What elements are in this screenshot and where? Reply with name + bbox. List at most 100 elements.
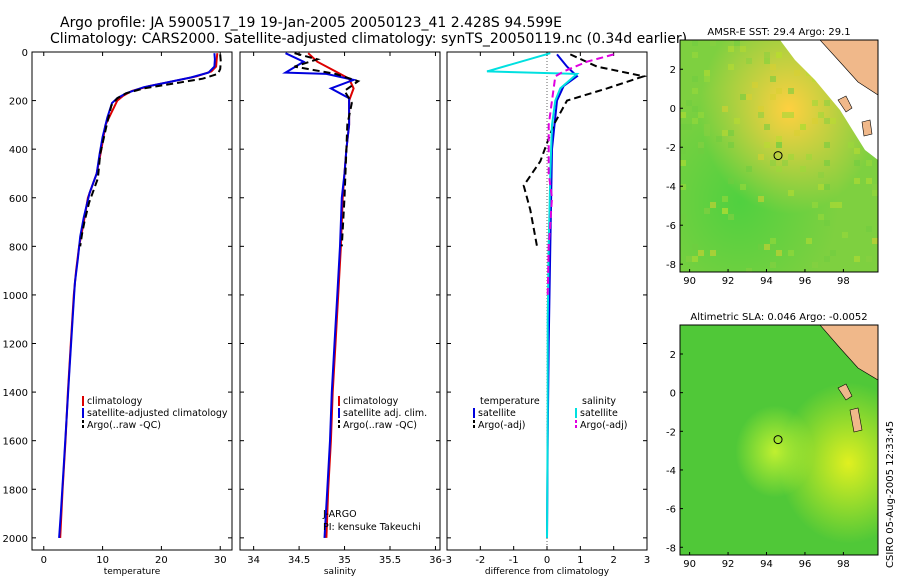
sst-map-cell bbox=[770, 76, 776, 82]
salinity-xtick-label: 34.5 bbox=[288, 555, 310, 566]
sst-map-cell bbox=[854, 178, 860, 184]
temperature-axes-frame bbox=[31, 51, 233, 551]
difference-xtick-label: 2 bbox=[610, 555, 616, 566]
temperature-ytick-label: 2000 bbox=[3, 534, 28, 545]
temperature-panel: 0 10 20 30 0 200 400 600 800 1000 1200 1400 1600 1800… bbox=[3, 48, 233, 577]
sst-map-cell bbox=[764, 124, 770, 130]
temperature-ytick-label: 400 bbox=[9, 145, 28, 156]
sst-map-cell bbox=[812, 118, 818, 124]
sst-map-cell bbox=[752, 82, 758, 88]
sst-map-cell bbox=[836, 202, 842, 208]
sst-map-cell bbox=[758, 106, 764, 112]
sst-map-cell bbox=[722, 196, 728, 202]
figure-title-line1: Argo profile: JA 5900517_19 19-Jan-2005 … bbox=[60, 15, 562, 31]
sst-map-cell bbox=[824, 118, 830, 124]
sla_map-ytick-label: 0 bbox=[670, 389, 676, 400]
sst-map-cell bbox=[800, 124, 806, 130]
sst-map-cell bbox=[686, 124, 692, 130]
sst-map-cell bbox=[824, 142, 830, 148]
sst-map-cell bbox=[704, 124, 710, 130]
sst-map-cell bbox=[758, 196, 764, 202]
sst-map-cell bbox=[692, 256, 698, 262]
temperature-ytick-label: 1400 bbox=[3, 388, 28, 399]
sst-map-cell bbox=[746, 58, 752, 64]
sst-map-cell bbox=[728, 46, 734, 52]
sst-map-cell bbox=[854, 148, 860, 154]
sst-map-cell bbox=[824, 100, 830, 106]
temperature-xlabel: temperature bbox=[104, 567, 161, 577]
sst-map-cell bbox=[776, 136, 782, 142]
sst-map-cell bbox=[812, 262, 818, 268]
sst_map-ytick-label: 0 bbox=[670, 104, 676, 115]
sst_map-xtick-label: 96 bbox=[799, 276, 812, 287]
sst-map-cell bbox=[764, 58, 770, 64]
sst_map-ytick-label: -8 bbox=[666, 260, 676, 271]
difference-xlabel: difference from climatology bbox=[485, 567, 610, 577]
sst-map-cell bbox=[830, 202, 836, 208]
sst-map-cell bbox=[692, 118, 698, 124]
sst-map-cell bbox=[692, 88, 698, 94]
sst-map-cell bbox=[698, 250, 704, 256]
difference-xtick-label: -1 bbox=[509, 555, 519, 566]
temperature-series-argo-raw-qc- bbox=[79, 54, 222, 247]
sst-map-cell bbox=[704, 76, 710, 82]
legend-diff-sal-satellite-label: satellite bbox=[580, 408, 618, 419]
legend-satellite-label: satellite-adjusted climatology bbox=[87, 408, 228, 419]
temperature-xtick-label: 30 bbox=[214, 555, 227, 566]
sla_map-ytick-label: -8 bbox=[666, 543, 676, 554]
sst-map-cell bbox=[806, 238, 812, 244]
sst-map-cell bbox=[680, 220, 686, 226]
sst-map-cell bbox=[728, 214, 734, 220]
legend-diff-sal-argo-label: Argo(-adj) bbox=[580, 420, 627, 431]
legend-diff-temp-argo-label: Argo(-adj) bbox=[478, 420, 525, 431]
sst-map-cell bbox=[776, 166, 782, 172]
temperature-xtick-label: 0 bbox=[41, 555, 47, 566]
sst-map-cell bbox=[782, 112, 788, 118]
difference-xtick-label: 1 bbox=[577, 555, 583, 566]
temperature-ytick-label: 1000 bbox=[3, 291, 28, 302]
sst-map-cell bbox=[728, 130, 734, 136]
sst-map-cell bbox=[770, 160, 776, 166]
sla_map-xtick-label: 90 bbox=[683, 559, 696, 570]
sst-map-cell bbox=[788, 88, 794, 94]
sst-map-cell bbox=[806, 154, 812, 160]
sla_map-ytick-label: -2 bbox=[666, 427, 676, 438]
sst-map-cell bbox=[770, 238, 776, 244]
sst-map-cell bbox=[710, 250, 716, 256]
sla_map-ytick-label: -6 bbox=[666, 505, 676, 516]
sst-map: AMSR-E SST: 29.4 Argo: 29.1 90 92 94 96 98 2 0… bbox=[666, 27, 879, 287]
sst-map-cell bbox=[818, 112, 824, 118]
sst-map-cell bbox=[680, 214, 686, 220]
legend-sal-argo-label: Argo(..raw -QC) bbox=[343, 420, 417, 431]
sst-map-cell bbox=[866, 256, 872, 262]
sst-map-cell bbox=[758, 112, 764, 118]
sst-map-cell bbox=[686, 256, 692, 262]
sst-map-cell bbox=[680, 124, 686, 130]
difference-series-temperature-argo-adj- bbox=[522, 53, 648, 247]
sst-map-cell bbox=[704, 130, 710, 136]
sst-map-cell bbox=[686, 100, 692, 106]
sst-map-cell bbox=[842, 232, 848, 238]
sst-map-title: AMSR-E SST: 29.4 Argo: 29.1 bbox=[707, 27, 850, 38]
sst-map-cell bbox=[764, 52, 770, 58]
difference-series-salinity-argo-adj- bbox=[546, 53, 614, 295]
sst_map-ytick-label: -4 bbox=[666, 182, 676, 193]
sst-map-cell bbox=[692, 244, 698, 250]
salinity-annotation-program: J-ARGO bbox=[322, 509, 357, 520]
sst-map-cell bbox=[710, 202, 716, 208]
sst-map-cell bbox=[728, 142, 734, 148]
sst-map-cell bbox=[728, 64, 734, 70]
temperature-series-satellite-adjusted-climatology bbox=[58, 53, 216, 538]
sst-map-cell bbox=[680, 184, 686, 190]
sst-map-cell bbox=[680, 160, 686, 166]
sst-map-cell bbox=[692, 106, 698, 112]
sst-map-cell bbox=[680, 148, 686, 154]
sst-map-cell bbox=[710, 40, 716, 46]
legend-diff-temperature-heading: temperature bbox=[480, 396, 540, 407]
sst_map-xtick-label: 98 bbox=[837, 276, 850, 287]
sst-map-cell bbox=[716, 136, 722, 142]
sst_map-ytick-label: 2 bbox=[670, 65, 676, 76]
temperature-ytick-label: 800 bbox=[9, 242, 28, 253]
sst-map-cell bbox=[848, 142, 854, 148]
